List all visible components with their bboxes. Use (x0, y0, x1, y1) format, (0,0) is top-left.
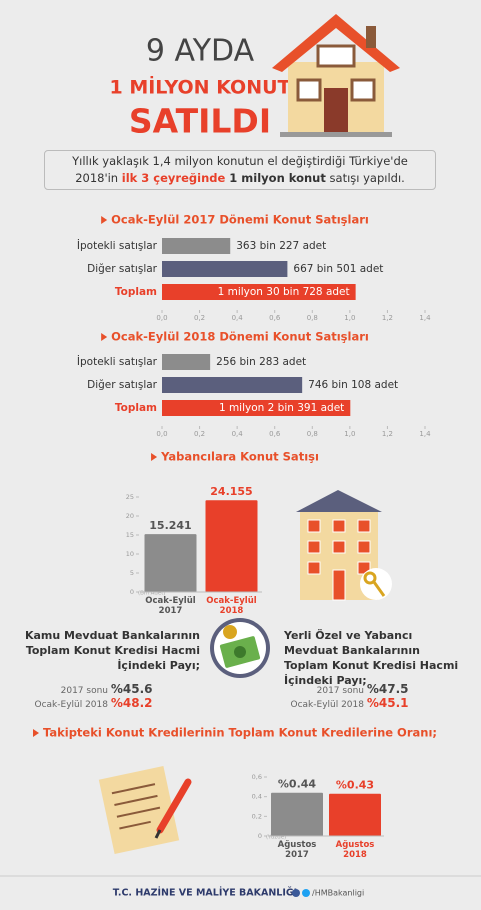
bar (162, 238, 231, 254)
title-line1: 9 AYDA (146, 34, 255, 69)
section-title: Yabancılara Konut Satışı (160, 450, 319, 464)
document-illustration (98, 765, 192, 855)
x-tick-label: 0,2 (194, 314, 205, 322)
section-title: Ocak-Eylül 2018 Dönemi Konut Satışları (111, 330, 369, 344)
intro-text: Yıllık yaklaşık 1,4 milyon konutun el de… (72, 154, 408, 185)
category-label: İpotekli satışlar (77, 355, 158, 368)
y-tick-label: 0,4 (252, 793, 262, 801)
x-tick-label: 0,8 (307, 430, 318, 438)
bar (144, 534, 197, 592)
value-label: 1 milyon 30 bin 728 adet (218, 286, 350, 298)
row-label: 2017 sonu (316, 686, 364, 696)
x-tick-label: 0,6 (269, 314, 281, 322)
deposit-left-rows: 2017 sonu %45.6 Ocak-Eylül 2018 %48.2 (10, 682, 170, 710)
y-tick-label: 0 (130, 588, 134, 596)
y-axis-label: (Yüzde) (266, 835, 286, 841)
title-arrow (101, 333, 108, 341)
y-tick-label: 0,6 (252, 773, 262, 781)
y-tick-label: 15 (126, 531, 134, 539)
category-label: Toplam (115, 286, 157, 298)
intro-highlight: ilk 3 çeyreğinde (121, 171, 226, 185)
row-value: %45.6 (110, 682, 153, 696)
x-tick-label: 0,6 (269, 430, 281, 438)
intro: Yıllık yaklaşık 1,4 milyon konutun el de… (44, 150, 436, 190)
value-label: 24.155 (210, 485, 252, 498)
value-label: 1 milyon 2 bin 391 adet (219, 402, 344, 414)
intro-text: satışı yapıldı. (325, 171, 405, 185)
value-label: %0.43 (336, 779, 374, 792)
x-tick-label: 0,4 (232, 430, 244, 438)
row-value: %45.1 (366, 696, 409, 710)
x-tick-label: Ağustos 2017 (277, 840, 317, 860)
social-icons (292, 889, 310, 897)
deposit-right-rows: 2017 sonu %47.5 Ocak-Eylül 2018 %45.1 (266, 682, 426, 710)
row-value: %47.5 (366, 682, 409, 696)
building-illustration (296, 490, 392, 601)
title-line3: SATILDI (129, 102, 271, 141)
x-tick-label: 1,2 (382, 430, 393, 438)
footer-ministry: T.C. HAZİNE VE MALİYE BAKANLIĞI (113, 887, 297, 899)
x-tick-label: Ağustos 2018 (335, 840, 375, 860)
bar (162, 377, 303, 393)
y-tick-label: 10 (126, 550, 134, 558)
value-label: 667 bin 501 adet (293, 263, 383, 275)
category-label: Diğer satışlar (87, 263, 158, 275)
x-tick-label: 0,0 (156, 314, 167, 322)
bar (329, 793, 381, 836)
y-tick-label: 0,2 (252, 812, 262, 820)
value-label: 746 bin 108 adet (308, 379, 398, 391)
deposit-right-text: Yerli Özel ve Yabancı Mevduat Bankaların… (284, 629, 459, 687)
x-tick-label: 1,0 (344, 430, 355, 438)
title-arrow (32, 729, 39, 737)
row-value: %48.2 (110, 696, 153, 710)
house-illustration (272, 14, 400, 137)
bar (205, 500, 258, 592)
bar (162, 354, 211, 370)
footer-handle: /HMBakanligi (312, 889, 364, 898)
x-tick-label: Ocak-Eylül 2018 (206, 596, 257, 616)
bar (162, 400, 351, 416)
x-tick-label: 1,2 (382, 314, 393, 322)
x-tick-label: 0,4 (232, 314, 244, 322)
value-label: 15.241 (149, 519, 191, 532)
category-label: İpotekli satışlar (77, 239, 158, 252)
title-arrow (101, 216, 108, 224)
x-tick-label: 0,2 (194, 430, 205, 438)
y-tick-label: 20 (126, 512, 134, 520)
x-tick-label: 0,8 (307, 314, 318, 322)
deposit-left-text: Kamu Mevduat Bankalarının Toplam Konut K… (24, 629, 200, 672)
section-title: Ocak-Eylül 2017 Dönemi Konut Satışları (111, 213, 369, 227)
money-icon (210, 618, 270, 678)
row-label: Ocak-Eylül 2018 (34, 700, 109, 710)
row-label: 2017 sonu (60, 686, 108, 696)
category-label: Toplam (115, 402, 157, 414)
value-label: %0.44 (278, 778, 317, 791)
bar (271, 792, 323, 836)
title-line2: 1 MİLYON KONUT (109, 75, 290, 99)
y-axis-label: (Bin Adet) (138, 591, 166, 597)
y-tick-label: 0 (258, 832, 262, 840)
y-tick-label: 25 (126, 493, 134, 501)
x-tick-label: 1,0 (344, 314, 355, 322)
title-arrow (151, 453, 158, 461)
category-label: Diğer satışlar (87, 379, 158, 391)
bar (162, 261, 288, 277)
intro-bold: 1 milyon konut (225, 171, 326, 185)
bar (162, 284, 356, 300)
x-tick-label: 1,4 (419, 314, 431, 322)
section-title: Takipteki Konut Kredilerinin Toplam Konu… (43, 726, 437, 740)
x-tick-label: Ocak-Eylül 2017 (145, 596, 196, 616)
value-label: 256 bin 283 adet (216, 356, 306, 368)
x-tick-label: 1,4 (419, 430, 431, 438)
row-label: Ocak-Eylül 2018 (290, 700, 365, 710)
value-label: 363 bin 227 adet (236, 240, 326, 252)
y-tick-label: 5 (130, 569, 134, 577)
x-tick-label: 0,0 (156, 430, 167, 438)
